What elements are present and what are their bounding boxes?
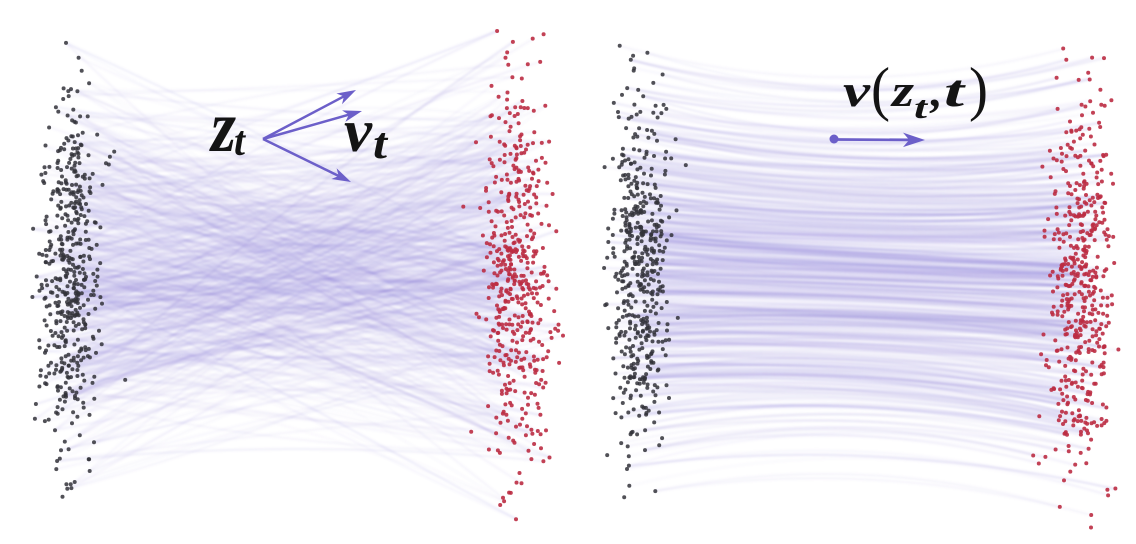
svg-text:z: z	[208, 86, 236, 167]
svg-text:(: (	[871, 56, 890, 122]
svg-text:v: v	[843, 65, 871, 116]
svg-text:v: v	[344, 98, 373, 164]
svg-text:): )	[969, 56, 988, 122]
svg-text:t: t	[373, 119, 389, 168]
svg-text:t: t	[914, 89, 929, 125]
svg-text:t: t	[944, 65, 966, 116]
svg-text:,: ,	[929, 65, 941, 116]
svg-text:t: t	[234, 119, 246, 165]
svg-text:z: z	[890, 65, 915, 116]
